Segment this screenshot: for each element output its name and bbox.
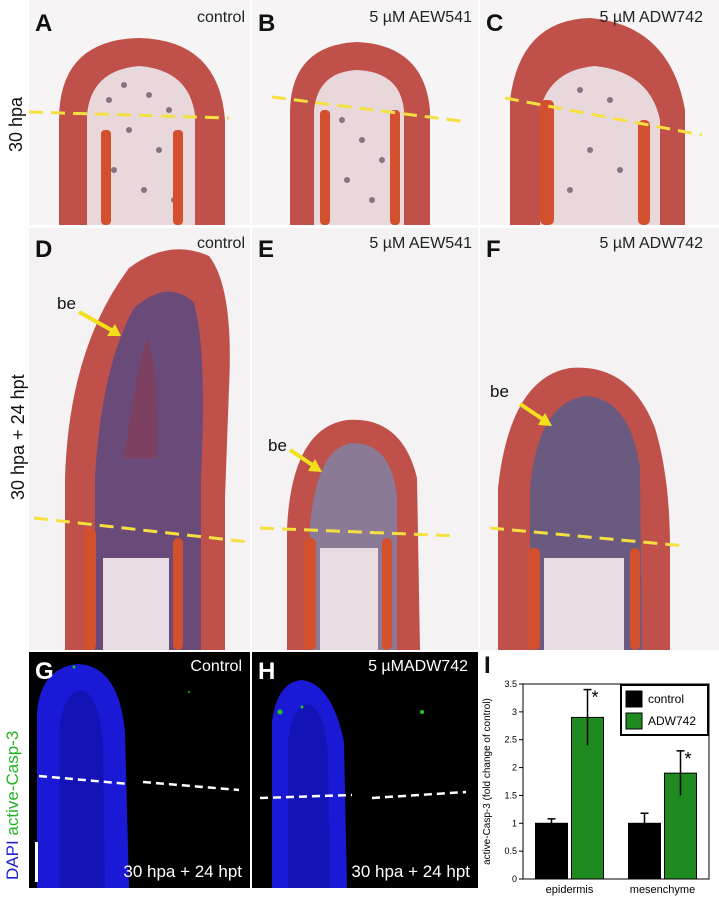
y-axis-label: active-Casp-3 (fold change of control) — [482, 698, 493, 865]
stain-label-casp: active-Casp-3 — [3, 730, 22, 836]
histology-image-d — [33, 249, 250, 650]
panel-letter-f: F — [486, 236, 501, 263]
panel-c: C 5 µM ADW742 — [480, 0, 719, 225]
panel-letter-c: C — [486, 10, 504, 37]
significance-star: * — [592, 688, 599, 708]
panel-title-g: Control — [190, 658, 242, 675]
significance-star: * — [685, 749, 692, 769]
blastema-epidermis-label-f: be — [490, 382, 509, 401]
panel-letter-i: I — [484, 652, 491, 679]
legend-label: ADW742 — [648, 714, 696, 728]
y-tick-label: 3.5 — [504, 679, 517, 689]
panel-b: B 5 µM AEW541 — [252, 0, 478, 225]
y-tick-label: 1.5 — [504, 790, 517, 800]
panel-i: I 0 0.5 1 1.5 2 2.5 3 3.5 active-Casp-3 (fold ch… — [480, 652, 719, 899]
histology-image-c — [504, 18, 703, 225]
x-tick-label: epidermis — [546, 884, 594, 896]
histology-image-e — [259, 419, 459, 650]
panel-title-h: 5 µMADW742 — [368, 658, 468, 675]
row-label-30hpa-24hpt: 30 hpa + 24 hpt — [8, 374, 28, 500]
panel-bottom-h: 30 hpa + 24 hpt — [351, 862, 470, 881]
panel-letter-b: B — [258, 10, 276, 37]
legend-label: control — [648, 692, 684, 706]
y-tick-label: 0.5 — [504, 846, 517, 856]
panel-f: F 5 µM ADW742 be — [480, 228, 719, 650]
panel-letter-e: E — [258, 236, 275, 263]
panel-bottom-g: 30 hpa + 24 hpt — [123, 862, 242, 881]
stain-label-dapi: DAPI — [3, 840, 22, 880]
panel-title-e: 5 µM AEW541 — [369, 235, 472, 252]
x-tick-label: mesenchyme — [630, 884, 695, 896]
bar-control-epidermis — [535, 822, 568, 880]
panel-letter-a: A — [35, 10, 53, 37]
panel-title-a: control — [196, 9, 245, 26]
stain-label: DAPI active-Casp-3 — [3, 731, 23, 880]
fluorescence-image-h — [259, 680, 467, 888]
panel-title-c: 5 µM ADW742 — [599, 9, 703, 26]
bar-chart: 0 0.5 1 1.5 2 2.5 3 3.5 active-Casp-3 (fold chan… — [482, 679, 710, 896]
fluorescence-image-g — [35, 664, 240, 888]
histology-image-a — [29, 38, 230, 225]
y-tick-label: 3 — [512, 707, 517, 717]
panel-letter-d: D — [35, 236, 53, 263]
plot-frame — [522, 683, 710, 880]
y-tick-label: 1 — [512, 818, 517, 828]
panel-title-b: 5 µM AEW541 — [369, 9, 472, 26]
blastema-epidermis-label-e: be — [268, 436, 287, 455]
panel-h: H 5 µMADW742 30 hpa + 24 hpt — [252, 652, 478, 888]
panel-e: E 5 µM AEW541 be — [252, 228, 478, 650]
panel-d: D control be — [29, 228, 250, 650]
panel-g: G Control 30 hpa + 24 hpt — [29, 652, 250, 888]
panel-letter-h: H — [258, 658, 276, 685]
y-tick-label: 2.5 — [504, 735, 517, 745]
row-label-30hpa: 30 hpa — [6, 96, 26, 152]
y-tick-label: 0 — [512, 874, 517, 884]
panel-title-f: 5 µM ADW742 — [599, 235, 703, 252]
panel-letter-g: G — [35, 658, 54, 685]
legend-swatch — [625, 712, 643, 730]
panel-title-d: control — [196, 235, 245, 252]
histology-image-b — [271, 42, 469, 225]
y-tick-label: 2 — [512, 763, 517, 773]
blastema-epidermis-label-d: be — [57, 294, 76, 313]
legend-swatch — [625, 690, 643, 708]
panel-a: A control — [29, 0, 250, 225]
histology-image-f — [489, 367, 687, 650]
